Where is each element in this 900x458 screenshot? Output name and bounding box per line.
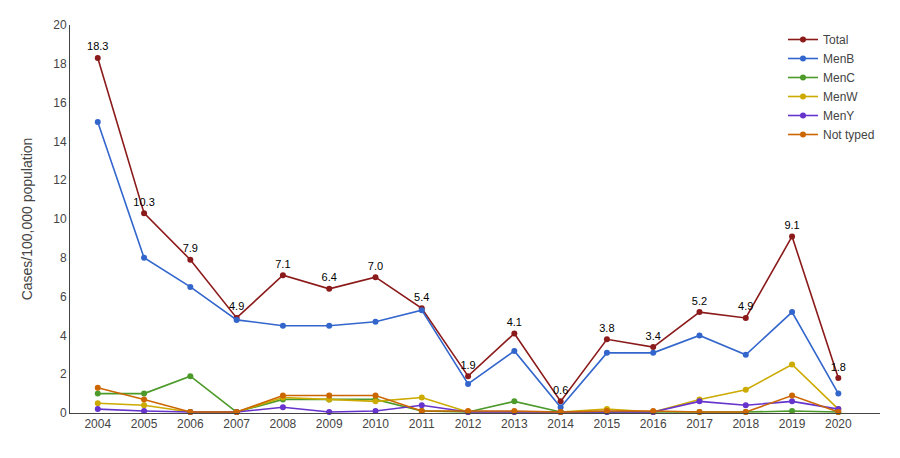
svg-text:2015: 2015	[594, 417, 621, 431]
svg-text:2006: 2006	[177, 417, 204, 431]
svg-text:18.3: 18.3	[87, 40, 108, 52]
svg-text:7.9: 7.9	[183, 242, 198, 254]
svg-text:4.9: 4.9	[738, 300, 753, 312]
svg-text:2014: 2014	[547, 417, 574, 431]
svg-text:12: 12	[53, 173, 67, 187]
svg-text:9.1: 9.1	[784, 219, 799, 231]
svg-text:4.9: 4.9	[229, 300, 244, 312]
svg-text:MenC: MenC	[823, 71, 855, 85]
svg-text:4.1: 4.1	[507, 316, 522, 328]
svg-text:5.4: 5.4	[414, 291, 429, 303]
svg-text:3.4: 3.4	[646, 330, 661, 342]
svg-text:6: 6	[60, 290, 67, 304]
svg-text:2012: 2012	[455, 417, 482, 431]
svg-text:MenW: MenW	[823, 90, 858, 104]
svg-text:2020: 2020	[825, 417, 852, 431]
svg-text:2019: 2019	[779, 417, 806, 431]
svg-text:4: 4	[60, 329, 67, 343]
svg-text:7.0: 7.0	[368, 260, 383, 272]
svg-text:2: 2	[60, 367, 67, 381]
svg-text:2018: 2018	[732, 417, 759, 431]
svg-text:0: 0	[60, 406, 67, 420]
svg-text:8: 8	[60, 251, 67, 265]
svg-text:Total: Total	[823, 33, 848, 47]
svg-text:0.6: 0.6	[553, 384, 568, 396]
svg-text:10.3: 10.3	[133, 196, 154, 208]
svg-text:1.9: 1.9	[460, 359, 475, 371]
svg-text:7.1: 7.1	[275, 258, 290, 270]
svg-text:20: 20	[53, 18, 67, 32]
svg-text:18: 18	[53, 57, 67, 71]
svg-text:2008: 2008	[270, 417, 297, 431]
svg-text:6.4: 6.4	[322, 271, 337, 283]
svg-text:Cases/100,000 population: Cases/100,000 population	[19, 138, 35, 301]
svg-text:16: 16	[53, 96, 67, 110]
svg-text:3.8: 3.8	[599, 322, 614, 334]
svg-text:2010: 2010	[362, 417, 389, 431]
svg-text:2016: 2016	[640, 417, 667, 431]
svg-text:2011: 2011	[409, 417, 435, 431]
svg-text:10: 10	[53, 212, 67, 226]
svg-text:Not typed: Not typed	[823, 128, 874, 142]
svg-text:2007: 2007	[223, 417, 250, 431]
svg-text:5.2: 5.2	[692, 295, 707, 307]
svg-text:2013: 2013	[501, 417, 528, 431]
svg-text:1.8: 1.8	[831, 361, 846, 373]
svg-text:2017: 2017	[686, 417, 713, 431]
svg-text:2005: 2005	[131, 417, 158, 431]
svg-text:MenY: MenY	[823, 109, 854, 123]
svg-text:2009: 2009	[316, 417, 343, 431]
svg-text:2004: 2004	[84, 417, 111, 431]
svg-text:14: 14	[53, 135, 67, 149]
svg-text:MenB: MenB	[823, 52, 854, 66]
